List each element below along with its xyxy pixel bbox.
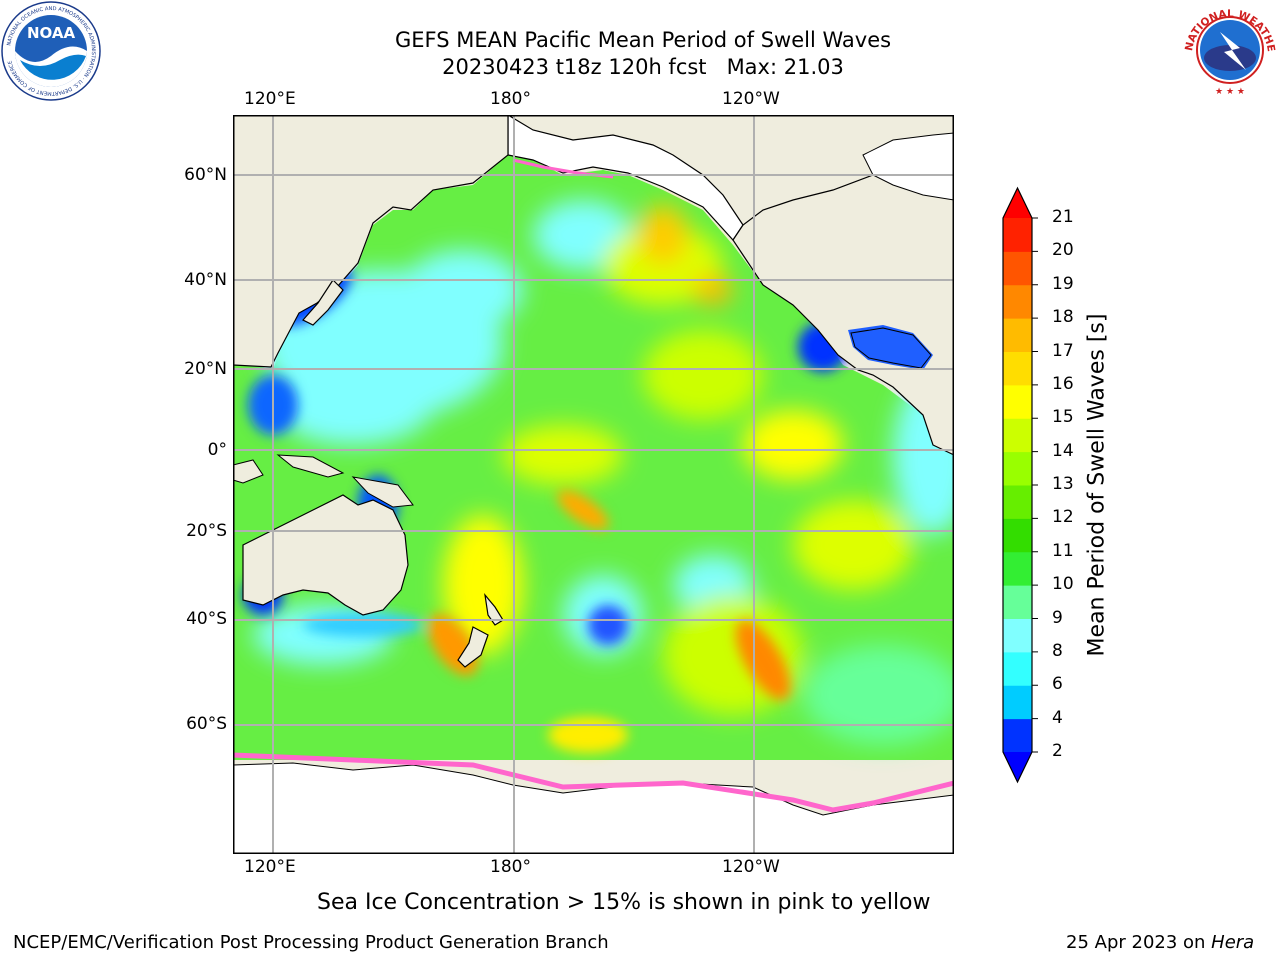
asia-land (233, 115, 509, 368)
colorbar-tick-label: 10 (1052, 574, 1074, 595)
colorbar-tick-label: 13 (1052, 474, 1074, 494)
antarctic-sea-ice (233, 752, 954, 813)
lat-label-60n: 60°N (184, 165, 227, 185)
colorbar-segment (1003, 318, 1032, 352)
map-title-line1: GEFS MEAN Pacific Mean Period of Swell W… (394, 28, 892, 52)
lat-label-0: 0° (207, 440, 227, 460)
lat-label-40n: 40°N (184, 270, 227, 290)
colorbar-tick-label: 12 (1052, 507, 1074, 528)
sea-ice-note: Sea Ice Concentration > 15% is shown in … (317, 890, 931, 915)
lat-label-20s: 20°S (186, 521, 227, 541)
north-america-land (732, 134, 954, 456)
colorbar-title: Mean Period of Swell Waves [s] (1084, 313, 1110, 657)
colorbar-segment (1003, 485, 1032, 519)
lon-label-top-180: 180° (490, 89, 531, 109)
colorbar-tick-label: 17 (1052, 340, 1074, 361)
colorbar-tick-label: 2 (1052, 741, 1063, 761)
noaa-logo-text: NOAA (27, 24, 76, 42)
colorbar-segment (1003, 218, 1032, 252)
lon-label-top-120e: 120°E (244, 89, 296, 109)
colorbar-over-arrow (1003, 188, 1032, 218)
colorbar-tick-label: 21 (1052, 207, 1074, 227)
lon-label-bottom-180: 180° (490, 857, 531, 877)
colorbar-tick-label: 6 (1052, 674, 1063, 695)
colorbar-segment (1003, 284, 1032, 319)
indonesia-land (233, 454, 414, 508)
graticule (233, 115, 954, 854)
colorbar-tick-label: 8 (1052, 640, 1063, 661)
colorbar-segment (1003, 518, 1032, 553)
colorbar-tick-label: 11 (1052, 540, 1074, 561)
lon-label-bottom-120e: 120°E (244, 857, 296, 877)
greenland-land (862, 132, 954, 201)
colorbar-segment (1003, 384, 1032, 419)
colorbar-segment (1003, 585, 1032, 619)
footer-left: NCEP/EMC/Verification Post Processing Pr… (13, 932, 609, 953)
colorbar-segment (1003, 251, 1032, 286)
colorbar-tick-label: 16 (1052, 373, 1074, 394)
svg-text:★ ★ ★: ★ ★ ★ (1215, 87, 1245, 97)
colorbar-segment (1003, 718, 1032, 753)
colorbar-segment (1003, 351, 1032, 386)
australia-land (242, 494, 409, 616)
nws-logo: NATIONAL WEATHER SERVICE ★ ★ ★ (1180, 0, 1278, 98)
colorbar-tick-label: 14 (1052, 440, 1074, 461)
colorbar-tick-label: 19 (1052, 273, 1074, 294)
footer-host: Hera (1211, 932, 1255, 953)
colorbar-tick-label: 20 (1052, 240, 1074, 261)
lon-label-top-120w: 120°W (722, 89, 780, 109)
lon-label-bottom-120w: 120°W (722, 857, 780, 877)
colorbar-tick-label: 18 (1052, 307, 1074, 328)
map-title-line2: 20230423 t18z 120h fcst Max: 21.03 (442, 55, 844, 79)
noaa-logo: NOAA NATIONAL OCEANIC AND ATMOSPHERIC AD… (1, 1, 101, 101)
colorbar-segment (1003, 651, 1032, 686)
colorbar-segment (1003, 551, 1032, 586)
colorbar-segment (1003, 418, 1032, 453)
map-frame (233, 115, 954, 854)
footer-right: 25 Apr 2023 on Hera (1066, 932, 1254, 953)
japan-land (302, 279, 344, 326)
swell-period-map (233, 115, 954, 854)
colorbar-segment (1003, 685, 1032, 720)
new-zealand-land (457, 592, 504, 668)
colorbar-tick-label: 4 (1052, 707, 1063, 728)
colorbar-segment (1003, 451, 1032, 486)
gulf-of-mexico-water (848, 325, 933, 370)
colorbar-tick-label: 15 (1052, 407, 1074, 428)
lat-label-20n: 20°N (184, 359, 227, 379)
lat-label-40s: 40°S (186, 609, 227, 629)
colorbar-tick-label: 9 (1052, 607, 1063, 628)
colorbar-under-arrow (1003, 752, 1032, 782)
footer-date: 25 Apr 2023 on (1066, 932, 1212, 953)
colorbar-segment (1003, 618, 1032, 653)
colorbar (1002, 186, 1038, 784)
lat-label-60s: 60°S (186, 714, 227, 734)
